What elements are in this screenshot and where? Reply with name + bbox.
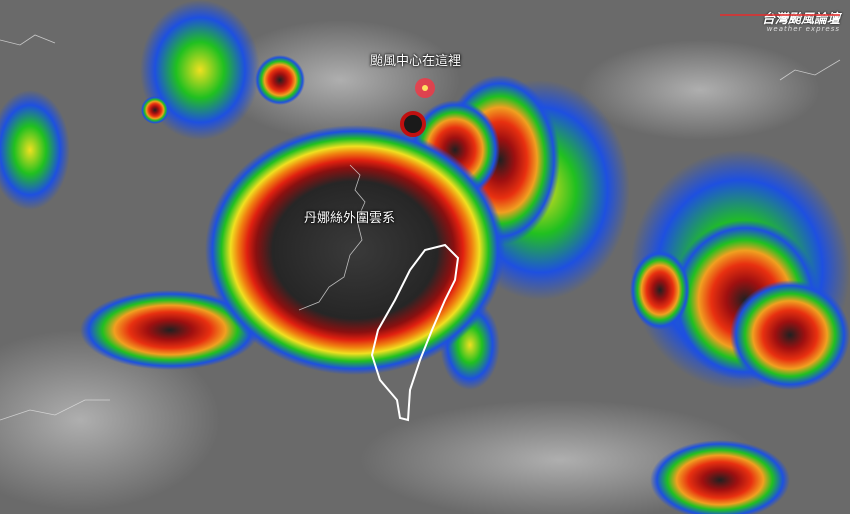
taiwan-outline — [370, 243, 460, 422]
logo: 台灣颱風論壇 weather express — [720, 8, 840, 33]
outer-cloud-system — [205, 125, 505, 375]
coastlines — [0, 34, 841, 421]
logo-subtitle: weather express — [766, 25, 840, 33]
typhoon-center-label: 颱風中心在這裡 — [370, 54, 462, 69]
outer-cloud-label: 丹娜絲外圍雲系 — [304, 211, 396, 226]
typhoon-center-marker — [415, 78, 435, 98]
logo-bar — [720, 14, 840, 16]
typhoon-eye — [400, 111, 426, 137]
